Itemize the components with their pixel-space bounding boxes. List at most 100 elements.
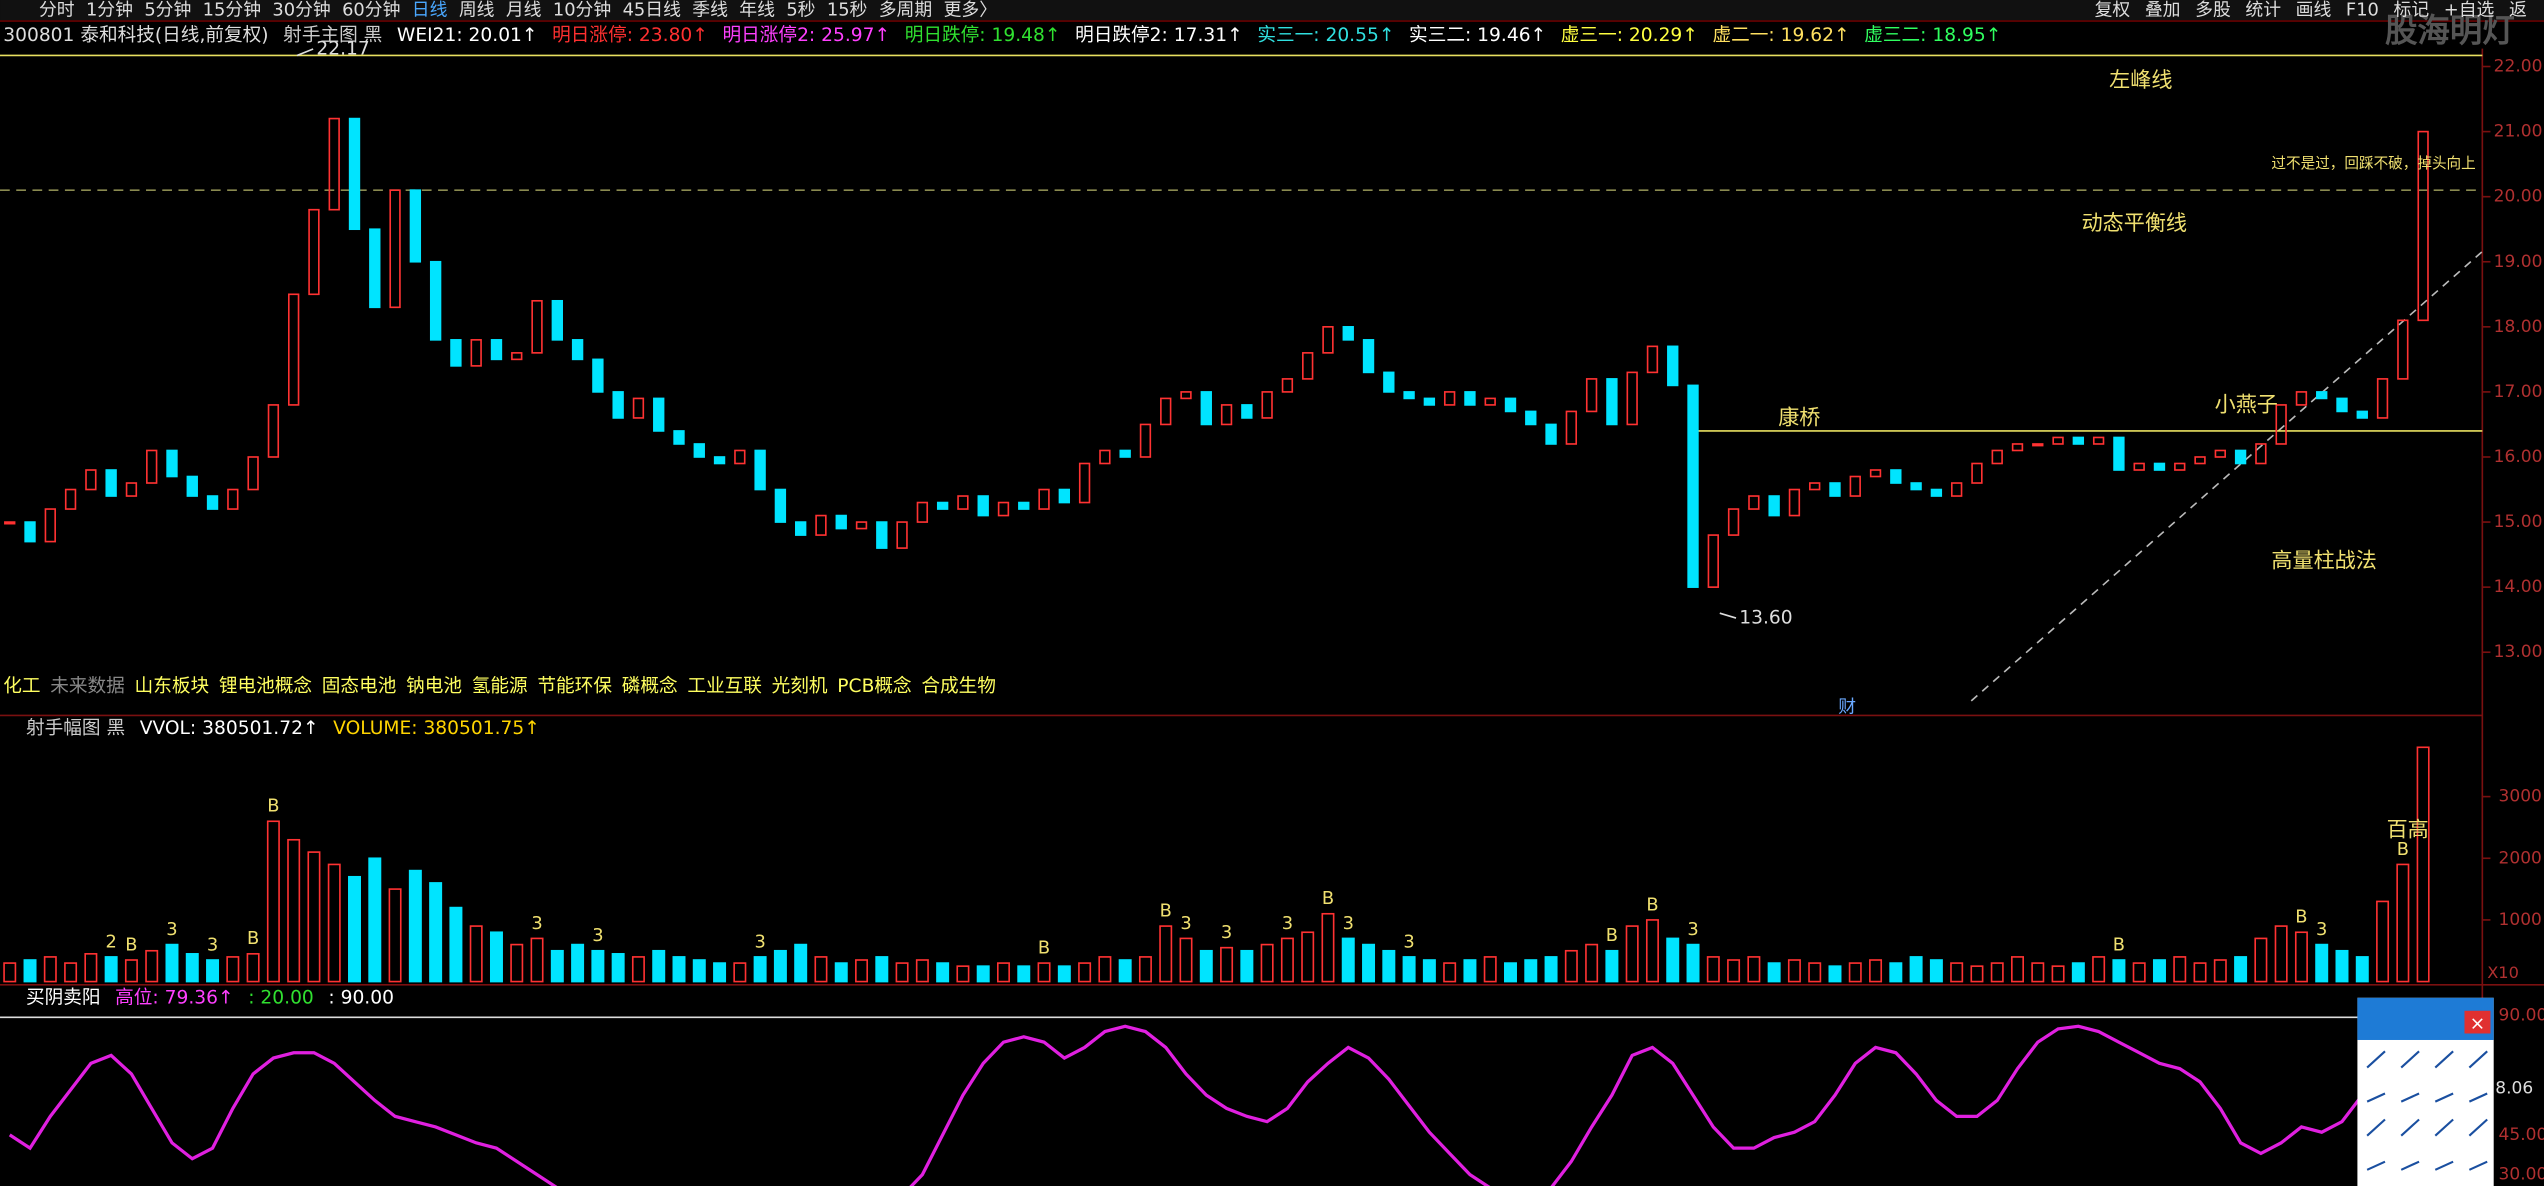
- tool-icon[interactable]: [2366, 1160, 2386, 1171]
- indicator-value: 明日跌停2: 17.31↑: [1075, 25, 1243, 46]
- volume-bar: [1402, 956, 1416, 983]
- candle: [2052, 436, 2064, 445]
- draw-toolbar: ×: [2357, 997, 2494, 1186]
- menu-item[interactable]: 15秒: [827, 0, 868, 21]
- candle: [267, 404, 280, 458]
- volume-bar: [1118, 959, 1132, 983]
- tool-icon[interactable]: [2434, 1160, 2454, 1171]
- menu-item[interactable]: 30分钟: [272, 0, 330, 21]
- candle: [1727, 508, 1740, 536]
- menu-item[interactable]: 多周期: [879, 0, 933, 21]
- tool-icon[interactable]: [2400, 1092, 2420, 1103]
- volume-bar: [672, 956, 686, 983]
- candle: [896, 521, 908, 549]
- indicator-value: 明日涨停2: 25.97↑: [723, 25, 891, 46]
- menu-item[interactable]: 年线: [739, 0, 775, 21]
- candle: [1606, 378, 1618, 426]
- y-tick-label: 17.00: [2494, 382, 2543, 402]
- news-mark[interactable]: 财: [1838, 696, 1856, 717]
- tool-icon[interactable]: [2434, 1092, 2454, 1103]
- candle: [2234, 449, 2247, 465]
- menu-item[interactable]: 画线: [2296, 0, 2332, 21]
- volume-bar: [327, 863, 341, 983]
- indicator-value: : 90.00: [328, 987, 394, 1008]
- menu-item[interactable]: 60分钟: [342, 0, 400, 21]
- volume-bar: [1889, 962, 1903, 983]
- menu-item[interactable]: 复权: [2095, 0, 2131, 21]
- tool-icon[interactable]: [2468, 1092, 2488, 1103]
- volume-bar: [2294, 931, 2308, 983]
- menu-item[interactable]: 日线: [412, 0, 448, 21]
- volume-signal: 3: [1403, 931, 1414, 952]
- candle: [1687, 384, 1699, 588]
- menu-item[interactable]: 月线: [506, 0, 542, 21]
- extreme-label: 13.60: [1739, 608, 1792, 629]
- volume-bar: [2051, 965, 2065, 983]
- candle: [247, 456, 259, 491]
- sector-tag: 固态电池: [322, 676, 397, 697]
- menu-item[interactable]: 返: [2509, 0, 2527, 21]
- volume-bar: [1666, 937, 1680, 983]
- volume-bar: [1341, 937, 1355, 983]
- current-value: 8.06: [2495, 1079, 2533, 1099]
- menu-item[interactable]: 叠加: [2145, 0, 2181, 21]
- candle: [511, 352, 523, 361]
- menu-item[interactable]: 分时: [39, 0, 75, 21]
- tool-icon[interactable]: [2468, 1160, 2488, 1171]
- sector-tag: 磷概念: [622, 675, 678, 697]
- tool-icon[interactable]: [2366, 1050, 2386, 1069]
- tool-icon[interactable]: [2400, 1118, 2420, 1137]
- candle: [287, 293, 300, 406]
- candle: [1869, 469, 1882, 478]
- sector-tag: 山东板块: [135, 676, 210, 697]
- volume-bar: [510, 943, 524, 983]
- tool-icon[interactable]: [2366, 1118, 2386, 1137]
- annotation: 过不是过，回踩不破，掉头向上: [2271, 155, 2475, 172]
- sector-tag: 节能环保: [537, 676, 612, 697]
- volume-bar: [2092, 956, 2106, 983]
- close-button[interactable]: [2464, 1010, 2491, 1034]
- volume-bar: [104, 956, 118, 983]
- candle: [1971, 462, 1983, 484]
- tool-icon[interactable]: [2434, 1050, 2454, 1069]
- menu-item[interactable]: 5分钟: [144, 0, 191, 21]
- sector-tag: 氢能源: [472, 676, 528, 697]
- menu-item[interactable]: 10分钟: [553, 0, 611, 21]
- volume-bar: [1057, 965, 1071, 983]
- tool-icon[interactable]: [2400, 1050, 2420, 1069]
- indicator-value: VOLUME: 380501.75↑: [333, 718, 540, 739]
- menu-item[interactable]: 标记: [2393, 0, 2429, 21]
- volume-signal: B: [1606, 925, 1618, 946]
- close-icon[interactable]: ×: [2470, 1013, 2486, 1034]
- tool-icon[interactable]: [2434, 1118, 2454, 1137]
- menu-item[interactable]: 统计: [2245, 0, 2281, 21]
- candle: [1200, 391, 1212, 426]
- menu-item[interactable]: 45日线: [623, 0, 682, 21]
- tool-icon[interactable]: [2468, 1118, 2488, 1137]
- volume-signal: 3: [1282, 913, 1293, 934]
- sector-tag: 锂电池概念: [219, 675, 312, 697]
- menu-item[interactable]: 周线: [459, 0, 495, 21]
- candle: [1383, 371, 1395, 393]
- menu-item[interactable]: 多股: [2195, 0, 2231, 21]
- volume-bar: [976, 965, 990, 983]
- candle: [1525, 410, 1537, 426]
- tool-icon[interactable]: [2468, 1050, 2488, 1069]
- candle: [1099, 449, 1111, 465]
- menu-item[interactable]: F10: [2346, 0, 2379, 21]
- candle: [977, 495, 989, 517]
- volume-bar: [1605, 949, 1619, 983]
- tool-icon[interactable]: [2400, 1160, 2420, 1171]
- trend-line: [1970, 250, 2483, 702]
- menu-item[interactable]: 15分钟: [203, 0, 261, 21]
- menu-item[interactable]: 更多〉: [944, 0, 998, 21]
- menu-item[interactable]: +自选: [2444, 0, 2495, 21]
- y-tick-label: 2000: [2499, 848, 2542, 868]
- menu-item[interactable]: 1分钟: [86, 0, 133, 21]
- candle: [1362, 339, 1375, 374]
- volume-bar: [1037, 962, 1051, 983]
- candle: [1058, 488, 1071, 504]
- menu-item[interactable]: 季线: [692, 0, 728, 21]
- tool-icon[interactable]: [2366, 1092, 2386, 1103]
- menu-item[interactable]: 5秒: [786, 0, 815, 21]
